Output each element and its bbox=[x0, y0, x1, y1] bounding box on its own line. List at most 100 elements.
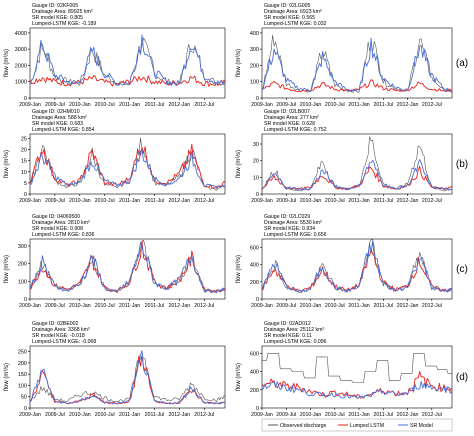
x-tick-label: 2011-Jan bbox=[348, 412, 369, 418]
sr-series-line bbox=[29, 241, 226, 294]
y-tick-label: 0 bbox=[256, 406, 259, 412]
x-tick-label: 2010-Jul bbox=[325, 303, 345, 309]
y-tick-label: 10 bbox=[21, 170, 27, 176]
x-tick-label: 2012-Jul bbox=[194, 412, 214, 418]
y-tick-label: 0 bbox=[24, 96, 27, 102]
x-tick-label: 2010-Jan bbox=[300, 198, 322, 204]
x-tick-label: 2011-Jan bbox=[348, 303, 369, 309]
x-tick-label: 2011-Jul bbox=[374, 102, 394, 108]
x-tick-label: 2009-Jan bbox=[251, 412, 273, 418]
legend: Observed discharge Lumped LSTM SR Model bbox=[261, 418, 453, 432]
y-tick-label: 100 bbox=[18, 383, 27, 389]
x-tick-label: 2011-Jan bbox=[348, 102, 369, 108]
row-label: (a) bbox=[456, 58, 468, 69]
y-tick-label: 3000 bbox=[15, 47, 27, 53]
gauge-info-line: Gauge ID: 02KF005 bbox=[32, 3, 78, 9]
x-tick-label: 2009-Jan bbox=[251, 102, 273, 108]
gauge-info-line: Lumped-LSTM KGE: 0.836 bbox=[32, 232, 95, 238]
x-tick-label: 2011-Jul bbox=[145, 412, 165, 418]
y-tick-label: 10 bbox=[253, 175, 259, 181]
y-tick-label: 150 bbox=[18, 372, 27, 378]
x-tick-label: 2011-Jan bbox=[119, 412, 140, 418]
gauge-info-line: Gauge ID: 02AD012 bbox=[264, 321, 311, 327]
gauge-info-line: SR model KGE: 0.628 bbox=[264, 121, 315, 127]
x-tick-label: 2011-Jul bbox=[374, 303, 394, 309]
gauge-info-line: SR model KGE: 0.565 bbox=[264, 15, 315, 21]
y-axis-label: flow (m³/s) bbox=[236, 255, 242, 283]
lstm-series-line bbox=[261, 371, 453, 399]
gauge-info-line: Drainage Area: 5530 km² bbox=[264, 220, 322, 226]
y-axis-label: flow (m³/s) bbox=[236, 49, 242, 77]
y-tick-label: 200 bbox=[250, 280, 259, 286]
x-tick-label: 2009-Jan bbox=[19, 412, 41, 418]
gauge-info-line: Gauge ID: 02LC029 bbox=[264, 214, 310, 220]
y-tick-label: 50 bbox=[21, 395, 27, 401]
gauge-info-line: Lumped-LSTM KGE: 0.032 bbox=[264, 21, 327, 27]
x-tick-label: 2009-Jan bbox=[251, 198, 273, 204]
y-tick-label: 600 bbox=[250, 246, 259, 252]
x-tick-label: 2011-Jul bbox=[145, 198, 165, 204]
y-axis-label: flow (m³/s) bbox=[4, 49, 10, 77]
sr-series-line bbox=[29, 149, 226, 190]
x-tick-label: 2012-Jan bbox=[169, 102, 191, 108]
x-tick-label: 2010-Jul bbox=[95, 303, 115, 309]
gauge-info-line: SR model KGE: 0.934 bbox=[264, 226, 315, 232]
x-tick-label: 2009-Jul bbox=[276, 412, 296, 418]
x-tick-label: 2010-Jul bbox=[95, 102, 115, 108]
x-tick-label: 2009-Jul bbox=[45, 303, 65, 309]
legend-label-sr: SR Model bbox=[410, 423, 433, 429]
y-tick-label: 2000 bbox=[15, 63, 27, 69]
x-tick-label: 2012-Jan bbox=[397, 102, 419, 108]
sr-series-line bbox=[29, 350, 226, 405]
observed-series-line bbox=[261, 136, 453, 192]
legend-label-lstm: Lumped LSTM bbox=[350, 423, 384, 429]
gauge-info-line: Lumped-LSTM KGE: 0.752 bbox=[264, 127, 327, 133]
observed-series-line bbox=[262, 353, 452, 383]
observed-series-line bbox=[261, 34, 453, 93]
lstm-series-line bbox=[29, 74, 226, 87]
y-tick-label: 25 bbox=[21, 136, 27, 142]
x-tick-label: 2010-Jan bbox=[300, 412, 322, 418]
plot-frame bbox=[261, 238, 453, 300]
y-tick-label: 1000 bbox=[15, 80, 27, 86]
y-tick-label: 0 bbox=[256, 192, 259, 198]
panel-6: 0 200 400 600 flow (m³/s) 2009-Jan 2009-Jul 201… bbox=[236, 214, 453, 309]
row-label: (c) bbox=[456, 264, 468, 275]
plot-frame bbox=[29, 345, 226, 409]
lstm-series-line bbox=[261, 248, 453, 292]
gauge-info-line: Drainage Area: 3368 km² bbox=[32, 327, 90, 333]
x-tick-label: 2012-Jul bbox=[422, 102, 442, 108]
x-tick-label: 2010-Jul bbox=[95, 412, 115, 418]
x-tick-label: 2012-Jan bbox=[397, 303, 419, 309]
y-axis-label: flow (m³/s) bbox=[236, 363, 242, 391]
x-tick-label: 2010-Jan bbox=[69, 303, 91, 309]
y-tick-label: 0 bbox=[24, 406, 27, 412]
gauge-info-line: Lumped-LSTM KGE: 0.854 bbox=[32, 127, 95, 133]
y-tick-label: 100 bbox=[18, 279, 27, 285]
gauge-info-line: SR model KGE: 0.11 bbox=[264, 333, 312, 339]
x-tick-label: 2009-Jan bbox=[251, 303, 273, 309]
x-tick-label: 2009-Jul bbox=[45, 412, 65, 418]
x-tick-label: 2010-Jul bbox=[325, 102, 345, 108]
sr-series-line bbox=[261, 380, 453, 400]
y-axis-label: flow (m³/s) bbox=[236, 150, 242, 178]
gauge-info-line: Drainage Area: 588 km² bbox=[32, 115, 87, 121]
x-tick-label: 2010-Jul bbox=[325, 198, 345, 204]
x-tick-label: 2009-Jan bbox=[19, 198, 41, 204]
sr-series-line bbox=[261, 240, 453, 293]
y-tick-label: 4000 bbox=[15, 31, 27, 37]
gauge-info-line: Lumped-LSTM KGE: -0.189 bbox=[32, 21, 96, 27]
panel-3: 0 5 10 15 20 25 flow (m³/s) 2009-Jan 2009-Jul 201… bbox=[4, 109, 226, 204]
y-tick-label: 0 bbox=[24, 297, 27, 303]
x-tick-label: 2011-Jul bbox=[145, 102, 165, 108]
gauge-info-line: Drainage Area: 2810 km² bbox=[32, 220, 90, 226]
x-tick-label: 2010-Jul bbox=[325, 412, 345, 418]
x-tick-label: 2010-Jan bbox=[69, 102, 91, 108]
gauge-info-line: Gauge ID: 02HM010 bbox=[32, 109, 80, 115]
gauge-info-line: Lumped-LSTM KGE: 0.096 bbox=[264, 339, 327, 345]
x-tick-label: 2009-Jul bbox=[45, 102, 65, 108]
gauge-info-line: Gauge ID: 02LB007 bbox=[264, 109, 310, 115]
x-tick-label: 2009-Jul bbox=[276, 102, 296, 108]
row-label: (d) bbox=[456, 372, 468, 383]
y-tick-label: 0 bbox=[256, 297, 259, 303]
